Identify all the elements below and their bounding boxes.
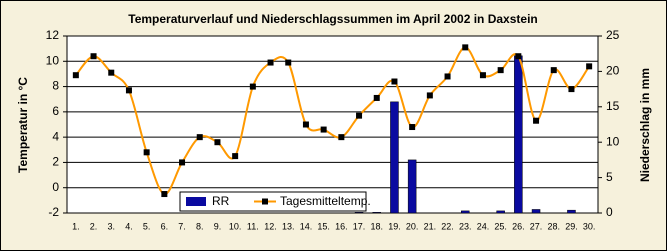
x-tick-label: 26. bbox=[512, 221, 525, 231]
marker bbox=[586, 63, 593, 70]
marker bbox=[320, 126, 327, 133]
marker bbox=[179, 159, 186, 166]
x-tick-label: 3. bbox=[107, 221, 115, 231]
marker bbox=[214, 139, 221, 146]
x-tick-label: 20. bbox=[406, 221, 419, 231]
x-tick-label: 17. bbox=[353, 221, 366, 231]
marker bbox=[125, 87, 132, 94]
y2-tick-label: 5 bbox=[606, 170, 613, 184]
x-tick-label: 4. bbox=[125, 221, 133, 231]
x-tick-label: 10. bbox=[229, 221, 242, 231]
x-tick-label: 28. bbox=[547, 221, 560, 231]
y-tick-label: 4 bbox=[52, 129, 59, 143]
y-axis-title: Temperatur in °C bbox=[16, 77, 30, 173]
bar bbox=[567, 209, 576, 214]
x-tick-label: 24. bbox=[477, 221, 490, 231]
marker bbox=[302, 121, 309, 128]
marker bbox=[479, 72, 486, 79]
y2-tick-label: 25 bbox=[606, 28, 620, 42]
y-tick-label: 8 bbox=[52, 79, 59, 93]
y2-tick-label: 15 bbox=[606, 99, 620, 113]
y2-tick-label: 0 bbox=[606, 205, 613, 219]
y-tick-label: 10 bbox=[46, 53, 60, 67]
marker bbox=[196, 134, 203, 141]
bar bbox=[461, 210, 470, 214]
marker bbox=[426, 92, 433, 99]
x-tick-label: 13. bbox=[282, 221, 295, 231]
y-tick-label: 12 bbox=[46, 28, 60, 42]
bar bbox=[407, 159, 417, 214]
y2-axis-title: Niederschlag in mm bbox=[638, 68, 652, 182]
y-tick-label: -2 bbox=[48, 205, 59, 219]
y2-tick-label: 20 bbox=[606, 64, 620, 78]
x-tick-label: 12. bbox=[264, 221, 277, 231]
marker bbox=[161, 191, 168, 198]
marker bbox=[232, 153, 239, 160]
x-tick-label: 27. bbox=[530, 221, 543, 231]
x-tick-label: 21. bbox=[424, 221, 437, 231]
legend-label: Tagesmitteltemp. bbox=[280, 194, 371, 208]
marker bbox=[444, 73, 451, 80]
plot-area bbox=[66, 35, 599, 214]
marker bbox=[409, 124, 416, 131]
x-tick-label: 5. bbox=[143, 221, 151, 231]
bar bbox=[354, 212, 364, 214]
marker bbox=[515, 53, 522, 60]
marker bbox=[72, 72, 79, 79]
marker bbox=[497, 67, 504, 74]
legend-label: RR bbox=[212, 194, 230, 208]
y-tick-label: 2 bbox=[52, 155, 59, 169]
y2-tick-label: 10 bbox=[606, 134, 620, 148]
x-tick-label: 18. bbox=[370, 221, 383, 231]
marker bbox=[249, 83, 256, 90]
x-tick-label: 6. bbox=[161, 221, 169, 231]
legend-marker bbox=[262, 198, 268, 205]
x-tick-label: 15. bbox=[317, 221, 330, 231]
x-tick-label: 16. bbox=[335, 221, 348, 231]
marker bbox=[533, 117, 540, 124]
bar bbox=[514, 55, 523, 214]
x-tick-label: 14. bbox=[300, 221, 313, 231]
x-tick-label: 8. bbox=[196, 221, 204, 231]
marker bbox=[568, 86, 575, 93]
bar bbox=[531, 209, 541, 214]
marker bbox=[373, 94, 380, 101]
bar bbox=[372, 212, 381, 214]
marker bbox=[338, 134, 345, 141]
marker bbox=[285, 59, 292, 66]
x-tick-label: 30. bbox=[583, 221, 596, 231]
x-tick-label: 19. bbox=[388, 221, 401, 231]
x-tick-label: 25. bbox=[494, 221, 507, 231]
marker bbox=[143, 149, 150, 156]
x-tick-label: 7. bbox=[178, 221, 186, 231]
legend-swatch bbox=[186, 197, 206, 206]
x-tick-label: 22. bbox=[441, 221, 454, 231]
chart-title: Temperaturverlauf und Niederschlagssumme… bbox=[128, 12, 537, 26]
marker bbox=[356, 112, 363, 119]
marker bbox=[108, 69, 115, 76]
marker bbox=[267, 59, 274, 66]
x-tick-label: 11. bbox=[247, 221, 259, 231]
bar bbox=[496, 210, 505, 214]
x-tick-label: 9. bbox=[214, 221, 222, 231]
bar bbox=[390, 101, 399, 214]
marker bbox=[550, 67, 557, 74]
x-tick-label: 1. bbox=[72, 221, 80, 231]
x-tick-label: 2. bbox=[90, 221, 98, 231]
marker bbox=[462, 44, 469, 51]
y-tick-label: 6 bbox=[52, 104, 59, 118]
x-tick-label: 29. bbox=[565, 221, 578, 231]
x-tick-label: 23. bbox=[459, 221, 472, 231]
marker bbox=[391, 78, 398, 85]
marker bbox=[90, 53, 97, 60]
y-tick-label: 0 bbox=[52, 180, 59, 194]
